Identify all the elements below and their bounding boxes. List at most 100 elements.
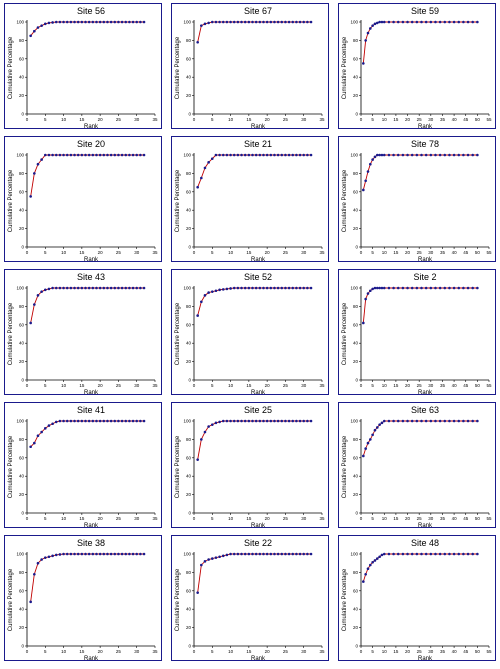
data-point (364, 572, 367, 576)
x-tick-label: 30 (428, 383, 434, 388)
y-tick-label: 100 (350, 20, 358, 25)
y-tick-label: 60 (186, 56, 192, 61)
data-point (387, 20, 391, 24)
data-point (452, 286, 456, 290)
data-point (106, 153, 109, 157)
data-point (471, 286, 475, 290)
data-point (396, 286, 400, 290)
data-point (291, 552, 295, 556)
data-point (65, 286, 69, 290)
data-point (47, 424, 51, 427)
data-point (457, 20, 461, 24)
data-point (236, 419, 240, 423)
data-point (373, 559, 377, 562)
data-point (273, 286, 276, 290)
data-point (287, 419, 291, 423)
x-tick-label: 0 (193, 117, 196, 122)
data-point (251, 153, 254, 157)
y-tick-label: 40 (186, 607, 192, 612)
data-point (84, 153, 87, 157)
x-tick-label: 5 (371, 649, 374, 654)
y-tick-label: 20 (19, 492, 25, 497)
data-point (36, 162, 40, 166)
data-point (62, 20, 65, 24)
data-point (380, 553, 384, 557)
data-point (98, 419, 102, 423)
data-point (443, 20, 447, 24)
x-tick-label: 45 (463, 250, 469, 255)
data-point (443, 286, 447, 290)
data-point (396, 552, 400, 556)
chart-panel: Site 48 0 20 40 60 80 100 0 5 10 15 20 25 30 35 40 45 50 5… (338, 535, 496, 662)
data-point (124, 153, 128, 157)
data-point (298, 286, 302, 290)
data-point (378, 153, 381, 157)
x-tick-label: 15 (246, 649, 252, 654)
y-axis-label: Cumulative Percentage (8, 169, 14, 232)
y-tick-label: 20 (353, 93, 359, 98)
data-point (247, 20, 251, 24)
chart-svg: Site 25 0 20 40 60 80 100 0 5 10 15 20 25 30 35 Rank Cum… (175, 405, 325, 529)
chart-title: Site 67 (244, 6, 272, 16)
y-tick-label: 0 (355, 511, 358, 516)
data-point (58, 153, 62, 157)
data-point (51, 21, 54, 24)
data-point (113, 20, 117, 24)
data-point (302, 552, 306, 556)
data-point (196, 458, 199, 461)
chart-title: Site 21 (244, 139, 272, 149)
data-point (196, 185, 199, 189)
data-point (196, 591, 199, 594)
data-point (466, 153, 470, 157)
data-point (254, 153, 258, 157)
x-axis-label: Rank (251, 390, 266, 396)
data-point (471, 552, 475, 556)
x-tick-label: 5 (211, 383, 214, 388)
data-point (302, 20, 306, 24)
data-point (429, 153, 433, 157)
data-point (273, 20, 276, 24)
data-point (225, 20, 229, 24)
series-line (197, 287, 312, 316)
x-tick-label: 5 (44, 649, 47, 654)
y-tick-label: 0 (188, 378, 191, 383)
data-point (375, 153, 379, 157)
x-axis-label: Rank (84, 656, 99, 662)
data-point (424, 552, 428, 556)
data-point (91, 153, 95, 157)
data-point (109, 153, 113, 157)
chart-title: Site 52 (244, 272, 272, 282)
x-tick-label: 10 (228, 383, 234, 388)
data-point (139, 286, 142, 290)
data-point (415, 20, 419, 24)
data-point (284, 286, 287, 290)
data-point (424, 20, 428, 24)
x-tick-label: 25 (417, 516, 423, 521)
y-axis-label: Cumulative Percentage (342, 568, 348, 631)
data-point (438, 20, 442, 24)
chart-title: Site 59 (411, 6, 439, 16)
data-point (382, 20, 386, 24)
data-point (373, 155, 377, 159)
data-point (452, 20, 456, 24)
x-tick-label: 0 (26, 250, 29, 255)
x-tick-label: 45 (463, 649, 469, 654)
y-tick-label: 40 (19, 208, 25, 213)
data-point (243, 153, 247, 157)
chart-svg: Site 56 0 20 40 60 80 100 0 5 10 15 20 25 30 35 Rank Cum… (8, 6, 158, 130)
y-tick-label: 80 (186, 437, 192, 442)
y-tick-label: 100 (183, 552, 191, 557)
data-point (229, 419, 232, 423)
data-point (438, 419, 442, 423)
x-tick-label: 10 (228, 117, 234, 122)
data-point (362, 188, 365, 192)
data-point (375, 426, 379, 429)
data-point (225, 153, 229, 157)
data-point (80, 419, 84, 423)
y-tick-label: 80 (186, 304, 192, 309)
data-point (69, 286, 73, 290)
x-tick-label: 30 (428, 117, 434, 122)
y-tick-label: 40 (353, 341, 359, 346)
data-point (128, 286, 131, 290)
y-axis-label: Cumulative Percentage (8, 435, 14, 498)
